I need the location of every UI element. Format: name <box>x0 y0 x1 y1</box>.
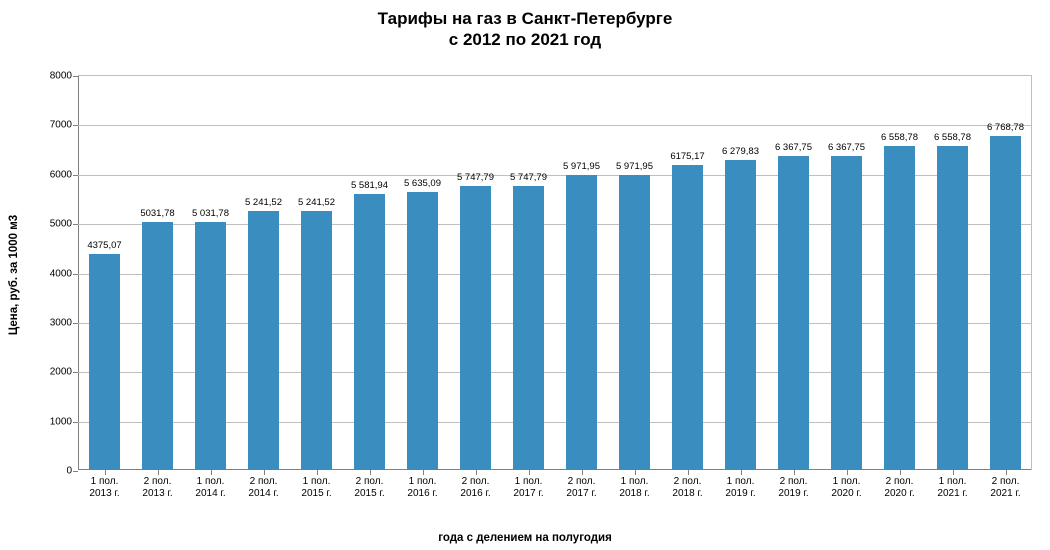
x-tick-label: 2 пол. 2020 г. <box>884 476 914 499</box>
x-tick-mark <box>158 470 159 475</box>
bar: 6 367,75 <box>831 156 863 470</box>
chart-title-line2: с 2012 по 2021 год <box>449 30 601 49</box>
y-tick-mark <box>73 175 78 176</box>
x-tick-label: 2 пол. 2021 г. <box>990 476 1020 499</box>
bar: 4375,07 <box>89 254 121 470</box>
x-tick-mark <box>582 470 583 475</box>
bar: 5 971,95 <box>619 175 651 470</box>
y-tick-label: 7000 <box>50 120 72 131</box>
x-tick-mark <box>211 470 212 475</box>
bar: 6175,17 <box>672 165 704 470</box>
x-tick-mark <box>688 470 689 475</box>
x-tick-mark <box>794 470 795 475</box>
x-tick-label: 2 пол. 2016 г. <box>460 476 490 499</box>
bar-value-label: 5031,78 <box>140 208 174 219</box>
y-tick-label: 2000 <box>50 367 72 378</box>
chart-title: Тарифы на газ в Санкт-Петербурге с 2012 … <box>0 0 1050 51</box>
x-tick-mark <box>264 470 265 475</box>
x-tick-mark <box>529 470 530 475</box>
x-tick-label: 2 пол. 2017 г. <box>566 476 596 499</box>
bar-value-label: 6175,17 <box>670 151 704 162</box>
bar-value-label: 6 279,83 <box>722 146 759 157</box>
bar-value-label: 5 031,78 <box>192 208 229 219</box>
bar: 5 971,95 <box>566 175 598 470</box>
bar-value-label: 6 558,78 <box>934 132 971 143</box>
bar: 6 768,78 <box>990 136 1022 470</box>
y-axis-title: Цена, руб. за 1000 м3 <box>8 215 20 335</box>
bar-value-label: 5 241,52 <box>298 197 335 208</box>
y-tick-mark <box>73 422 78 423</box>
y-tick-label: 8000 <box>50 71 72 82</box>
x-tick-mark <box>476 470 477 475</box>
x-tick-mark <box>317 470 318 475</box>
x-tick-label: 1 пол. 2021 г. <box>937 476 967 499</box>
bar-value-label: 5 971,95 <box>563 161 600 172</box>
bar: 5 747,79 <box>513 186 545 470</box>
y-tick-label: 3000 <box>50 317 72 328</box>
y-tick-mark <box>73 274 78 275</box>
x-tick-label: 1 пол. 2017 г. <box>513 476 543 499</box>
bar-value-label: 5 241,52 <box>245 197 282 208</box>
bar-value-label: 6 768,78 <box>987 122 1024 133</box>
x-tick-label: 1 пол. 2015 г. <box>301 476 331 499</box>
x-tick-label: 2 пол. 2015 г. <box>354 476 384 499</box>
y-tick-mark <box>73 76 78 77</box>
bar: 5 581,94 <box>354 194 386 470</box>
x-tick-mark <box>423 470 424 475</box>
bar-value-label: 5 581,94 <box>351 180 388 191</box>
bar-value-label: 5 747,79 <box>510 172 547 183</box>
x-tick-mark <box>741 470 742 475</box>
chart-title-line1: Тарифы на газ в Санкт-Петербурге <box>378 9 673 28</box>
y-tick-mark <box>73 372 78 373</box>
bar-value-label: 6 558,78 <box>881 132 918 143</box>
x-axis-title: года с делением на полугодия <box>0 532 1050 544</box>
y-tick-label: 6000 <box>50 169 72 180</box>
x-tick-mark <box>900 470 901 475</box>
x-tick-label: 1 пол. 2014 г. <box>195 476 225 499</box>
chart-container: Тарифы на газ в Санкт-Петербурге с 2012 … <box>0 0 1050 550</box>
bar: 5 241,52 <box>248 211 280 470</box>
y-tick-mark <box>73 471 78 472</box>
bar-value-label: 5 635,09 <box>404 178 441 189</box>
x-tick-mark <box>953 470 954 475</box>
bar: 5 241,52 <box>301 211 333 470</box>
x-tick-label: 2 пол. 2014 г. <box>248 476 278 499</box>
x-tick-mark <box>105 470 106 475</box>
x-tick-label: 2 пол. 2013 г. <box>142 476 172 499</box>
y-tick-label: 0 <box>66 466 72 477</box>
bar: 5 747,79 <box>460 186 492 470</box>
x-tick-label: 2 пол. 2018 г. <box>672 476 702 499</box>
x-tick-label: 1 пол. 2020 г. <box>831 476 861 499</box>
bar-value-label: 6 367,75 <box>775 142 812 153</box>
bar-value-label: 5 747,79 <box>457 172 494 183</box>
bar-value-label: 4375,07 <box>87 240 121 251</box>
x-tick-label: 1 пол. 2018 г. <box>619 476 649 499</box>
x-tick-mark <box>370 470 371 475</box>
x-tick-label: 1 пол. 2019 г. <box>725 476 755 499</box>
x-tick-mark <box>847 470 848 475</box>
bar: 6 367,75 <box>778 156 810 470</box>
y-tick-label: 5000 <box>50 219 72 230</box>
y-tick-mark <box>73 224 78 225</box>
bar: 6 558,78 <box>884 146 916 470</box>
bar-value-label: 5 971,95 <box>616 161 653 172</box>
x-tick-mark <box>635 470 636 475</box>
bar: 6 558,78 <box>937 146 969 470</box>
gridline <box>78 125 1031 126</box>
y-tick-mark <box>73 323 78 324</box>
y-tick-mark <box>73 125 78 126</box>
y-tick-label: 4000 <box>50 268 72 279</box>
bar: 5 635,09 <box>407 192 439 470</box>
plot-area: 0100020003000400050006000700080004375,07… <box>78 75 1032 470</box>
x-tick-label: 1 пол. 2013 г. <box>89 476 119 499</box>
bar: 5031,78 <box>142 222 174 470</box>
bar: 5 031,78 <box>195 222 227 470</box>
x-tick-mark <box>1006 470 1007 475</box>
x-tick-label: 1 пол. 2016 г. <box>407 476 437 499</box>
x-tick-label: 2 пол. 2019 г. <box>778 476 808 499</box>
y-tick-label: 1000 <box>50 416 72 427</box>
bar-value-label: 6 367,75 <box>828 142 865 153</box>
bar: 6 279,83 <box>725 160 757 470</box>
